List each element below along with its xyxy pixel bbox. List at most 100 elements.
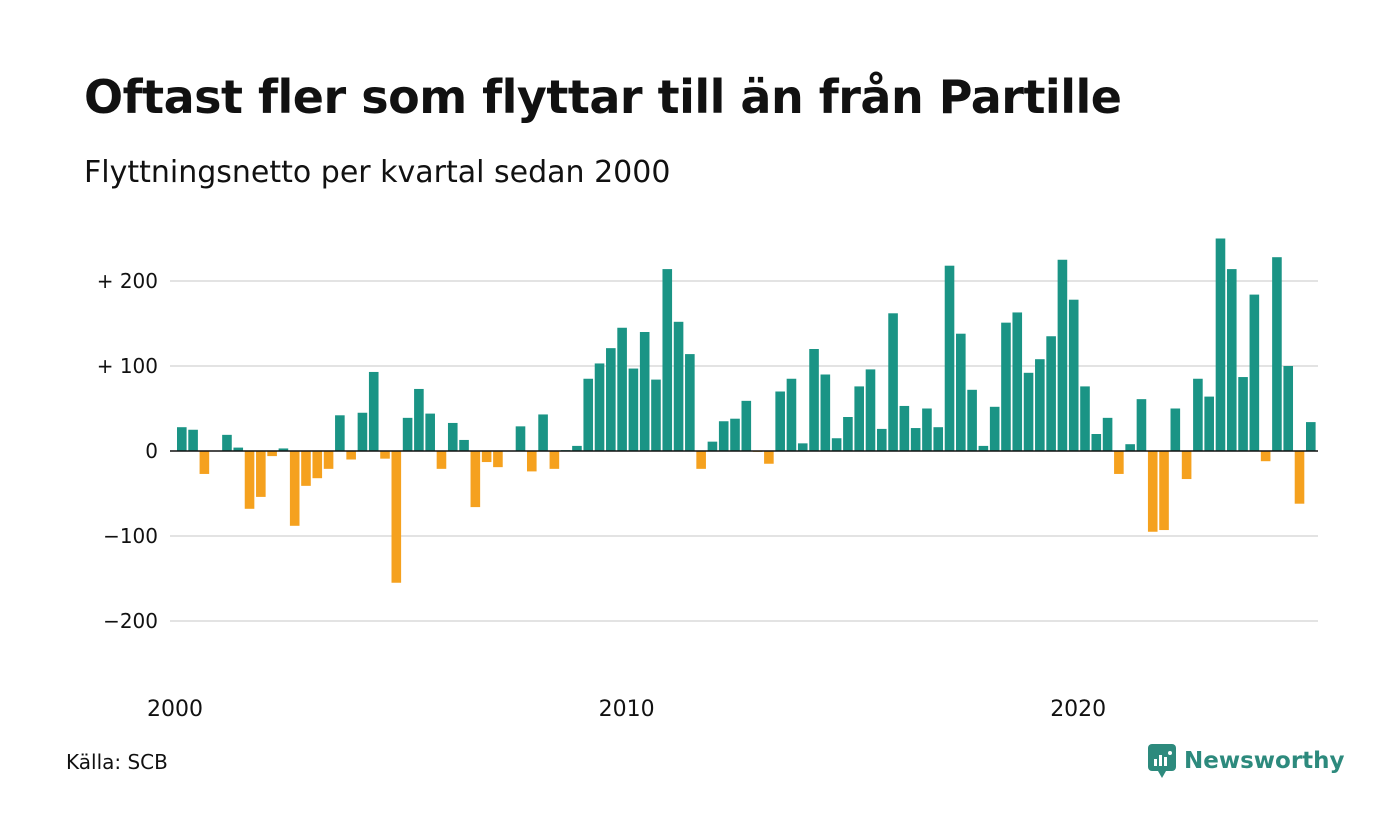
bar	[809, 349, 819, 451]
bar	[707, 441, 718, 451]
bar	[651, 379, 661, 451]
bar	[1226, 269, 1237, 451]
bar	[538, 414, 548, 451]
bar	[1181, 451, 1192, 480]
bar	[1249, 294, 1260, 451]
y-tick-label: −100	[103, 524, 158, 548]
bar	[718, 421, 729, 451]
bar	[933, 427, 944, 451]
bar	[391, 451, 402, 583]
bar	[741, 400, 752, 451]
bar	[865, 369, 876, 451]
bar	[1294, 451, 1305, 504]
y-tick-label: + 200	[97, 269, 158, 293]
x-tick-label: 2000	[147, 697, 203, 722]
bar	[1136, 399, 1147, 451]
bar	[301, 451, 311, 486]
x-axis-labels: 2000 2010 2020	[147, 697, 1106, 722]
bar	[414, 388, 424, 451]
bar	[1080, 386, 1090, 451]
bar	[368, 371, 379, 451]
x-tick-label: 2020	[1050, 697, 1106, 722]
x-tick-label: 2010	[599, 697, 655, 722]
bar	[583, 378, 594, 451]
bar	[1238, 377, 1248, 451]
source-note: Källa: SCB	[66, 750, 168, 774]
bar	[1068, 299, 1079, 451]
bar	[289, 451, 300, 526]
bar	[1046, 336, 1056, 451]
bar	[199, 451, 210, 474]
bar	[876, 428, 887, 451]
bar	[312, 451, 323, 479]
bar	[244, 451, 255, 509]
bar	[899, 405, 910, 451]
bar	[1215, 238, 1226, 451]
bar	[764, 451, 774, 464]
bar	[1170, 408, 1181, 451]
bar	[335, 415, 345, 451]
bar	[910, 428, 921, 451]
bar	[357, 412, 368, 451]
bar	[1057, 259, 1068, 451]
bar	[425, 413, 435, 451]
bar	[854, 386, 864, 451]
bar	[1193, 378, 1203, 451]
y-tick-label: 0	[145, 439, 158, 463]
bar	[402, 417, 413, 451]
bar	[380, 451, 390, 459]
bar	[572, 445, 582, 451]
bar	[1260, 451, 1271, 462]
bar	[673, 321, 684, 451]
bar	[967, 389, 977, 451]
bar	[843, 417, 853, 451]
bar	[944, 265, 955, 451]
bar	[662, 269, 673, 451]
bar	[639, 332, 650, 451]
bar	[459, 439, 469, 451]
bar	[1012, 312, 1023, 451]
bar	[775, 391, 785, 451]
bar	[481, 451, 492, 463]
gridlines	[170, 280, 1318, 622]
bar	[1114, 451, 1124, 474]
chart-title: Oftast fler som flyttar till än från Par…	[84, 70, 1122, 124]
bar	[1023, 372, 1034, 451]
bar	[628, 368, 639, 451]
bar	[1102, 417, 1113, 451]
bar	[493, 451, 503, 468]
bar	[447, 422, 458, 451]
bar	[696, 451, 706, 469]
bar	[820, 374, 831, 451]
brand-logo: Newsworthy	[1148, 744, 1345, 778]
bar	[797, 443, 808, 451]
bar	[515, 426, 526, 451]
bar	[1159, 451, 1169, 531]
bars	[177, 238, 1316, 583]
bar	[436, 451, 447, 469]
bar	[323, 451, 334, 469]
bar	[470, 451, 481, 508]
bar	[1001, 322, 1011, 451]
bar	[594, 363, 605, 451]
y-axis-labels: + 200 + 100 0 −100 −200	[97, 269, 158, 633]
bar	[346, 451, 356, 460]
bar	[617, 327, 627, 451]
bar	[922, 408, 932, 451]
bar	[549, 451, 560, 469]
brand-name: Newsworthy	[1184, 748, 1345, 774]
bar	[278, 448, 289, 451]
bar	[526, 451, 537, 472]
bar	[177, 427, 187, 451]
bar	[233, 447, 244, 451]
bar	[606, 348, 616, 451]
y-tick-label: + 100	[97, 354, 158, 378]
bar	[786, 378, 797, 451]
bar	[1204, 396, 1214, 451]
bar	[256, 451, 266, 497]
bar	[222, 434, 232, 451]
bar	[956, 333, 966, 451]
bar	[831, 438, 842, 451]
bar	[1306, 422, 1316, 451]
